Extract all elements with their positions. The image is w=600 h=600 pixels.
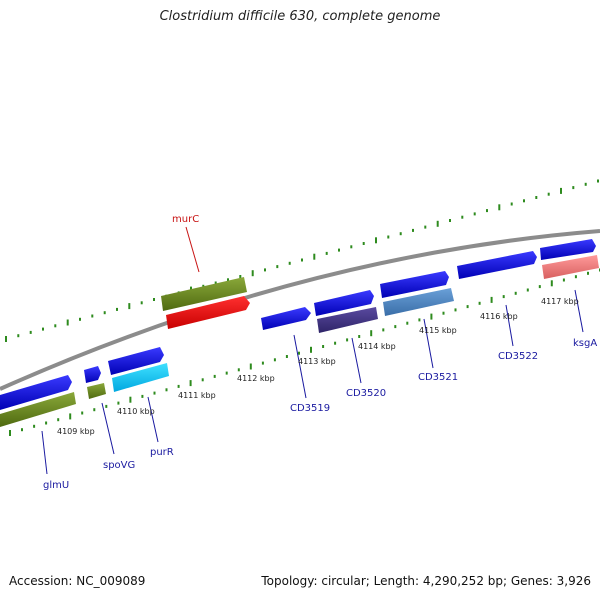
lower-tick-row [9,268,600,436]
gene-CD3520-blue [314,290,374,316]
gene-features [0,239,599,427]
scale-label: 4110 kbp [117,407,155,416]
gene-CD3522-blue [457,251,537,279]
gene-label-glmU: glmU [43,480,69,491]
summary-text: Topology: circular; Length: 4,290,252 bp… [261,574,591,588]
genome-backbone [0,229,600,391]
gene-label-CD3522: CD3522 [498,351,538,362]
gene-glmU-blue [0,375,72,410]
gene-label-CD3519: CD3519 [290,403,330,414]
gene-ksgA-pink [542,255,599,279]
scale-label: 4115 kbp [419,326,457,335]
gene-label-spoVG: spoVG [103,460,135,471]
gene-spoVG-green [87,383,106,399]
gene-label-ksgA: ksgA [573,338,597,349]
gene-spoVG-blue [84,366,101,383]
gene-purR-cyan [112,363,169,392]
gene-label-CD3520: CD3520 [346,388,386,399]
gene-ksgA-blue [540,239,596,260]
gene-murC-red [166,296,250,329]
gene-glmU-green [0,392,76,427]
scale-label: 4117 kbp [541,297,579,306]
gene-label-murC: murC [172,214,199,225]
gene-labels: glmU spoVG purR murC CD3519 CD3520 CD352… [43,214,597,491]
gene-CD3519-blue [261,307,311,330]
scale-label: 4111 kbp [178,391,216,400]
map-title: Clostridium difficile 630, complete geno… [159,9,441,24]
upper-tick-row [5,179,599,342]
gene-label-CD3521: CD3521 [418,372,458,383]
scale-label: 4114 kbp [358,342,396,351]
gene-purR-blue [108,347,164,375]
scale-label: 4112 kbp [237,374,275,383]
scale-labels: 4109 kbp 4110 kbp 4111 kbp 4112 kbp 4113… [57,297,579,436]
gene-callout-lines [41,226,584,475]
gene-CD3521-blue [380,271,449,298]
gene-label-purR: purR [150,447,174,458]
scale-label: 4113 kbp [298,357,336,366]
gene-CD3520-purple [317,307,378,333]
scale-label: 4109 kbp [57,427,95,436]
accession-text: Accession: NC_009089 [9,574,146,588]
gene-murC-green [161,277,247,311]
gene-CD3521-steel [383,288,454,316]
scale-label: 4116 kbp [480,312,518,321]
